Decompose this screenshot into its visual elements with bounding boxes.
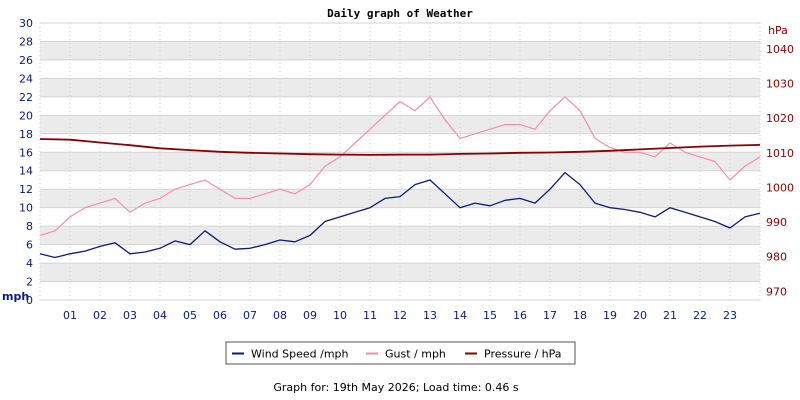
x-tick-label: 18 (573, 309, 587, 322)
wind-speed-line (39, 171, 761, 259)
x-tick-label: 03 (123, 309, 137, 322)
x-tick-label: 04 (153, 309, 167, 322)
gust-series (39, 96, 761, 236)
x-tick-label: 12 (393, 309, 407, 322)
x-tick-label: 22 (693, 309, 707, 322)
legend-box (225, 341, 576, 365)
x-tick-label: 09 (303, 309, 317, 322)
right-tick-label: 990 (766, 216, 787, 229)
x-axis-ticks: 01 02 03 04 05 06 07 08 09 10 11 12 13 14 15 16 17 18 19 20… (63, 309, 737, 322)
right-tick-label: 1020 (766, 112, 794, 125)
x-tick-label: 05 (183, 309, 197, 322)
legend: Wind Speed /mph Gust / mph Pressure / hP… (225, 341, 576, 365)
left-axis-unit: mph (2, 290, 29, 303)
right-axis-ticks: 970 980 990 1000 1010 1020 1030 1040 (766, 43, 794, 298)
pressure-line (39, 138, 761, 156)
grid-band (40, 152, 760, 171)
left-tick-label: 22 (19, 91, 33, 104)
gust-line (39, 96, 761, 236)
x-tick-label: 15 (483, 309, 497, 322)
right-tick-label: 980 (766, 251, 787, 264)
left-tick-label: 2 (26, 276, 33, 289)
x-tick-label: 13 (423, 309, 437, 322)
x-tick-label: 21 (663, 309, 677, 322)
left-tick-label: 30 (19, 17, 33, 30)
left-tick-label: 6 (26, 239, 33, 252)
left-tick-label: 10 (19, 202, 33, 215)
x-tick-label: 07 (243, 309, 257, 322)
chart-title: Daily graph of Weather (327, 7, 473, 20)
wind-series (39, 171, 761, 259)
right-tick-label: 1000 (766, 181, 794, 194)
left-tick-label: 8 (26, 220, 33, 233)
right-tick-label: 1040 (766, 43, 794, 56)
x-tick-label: 02 (93, 309, 107, 322)
right-tick-label: 970 (766, 285, 787, 298)
right-tick-label: 1010 (766, 147, 794, 160)
x-tick-label: 06 (213, 309, 227, 322)
x-tick-label: 16 (513, 309, 527, 322)
left-tick-label: 28 (19, 35, 33, 48)
left-tick-label: 12 (19, 183, 33, 196)
x-tick-label: 14 (453, 309, 467, 322)
x-tick-label: 01 (63, 309, 77, 322)
x-tick-label: 17 (543, 309, 557, 322)
x-tick-label: 20 (633, 309, 647, 322)
left-tick-label: 14 (19, 165, 33, 178)
x-tick-label: 19 (603, 309, 617, 322)
left-tick-label: 20 (19, 109, 33, 122)
left-tick-label: 4 (26, 257, 33, 270)
x-tick-label: 08 (273, 309, 287, 322)
right-tick-label: 1030 (766, 78, 794, 91)
x-tick-label: 10 (333, 309, 347, 322)
left-tick-label: 26 (19, 54, 33, 67)
x-tick-label: 23 (723, 309, 737, 322)
left-tick-label: 18 (19, 128, 33, 141)
x-tick-label: 11 (363, 309, 377, 322)
grid-band (40, 263, 760, 282)
pressure-series (39, 138, 761, 156)
right-axis-unit: hPa (768, 24, 788, 37)
footer-text: Graph for: 19th May 2026; Load time: 0.4… (273, 381, 519, 394)
legend-label-wind: Wind Speed /mph (251, 348, 349, 361)
left-tick-label: 24 (19, 72, 33, 85)
legend-label-pressure: Pressure / hPa (484, 348, 562, 361)
legend-label-gust: Gust / mph (385, 348, 446, 361)
left-tick-label: 16 (19, 146, 33, 159)
left-tick-label: 0 (26, 294, 33, 307)
grid-band (40, 41, 760, 60)
